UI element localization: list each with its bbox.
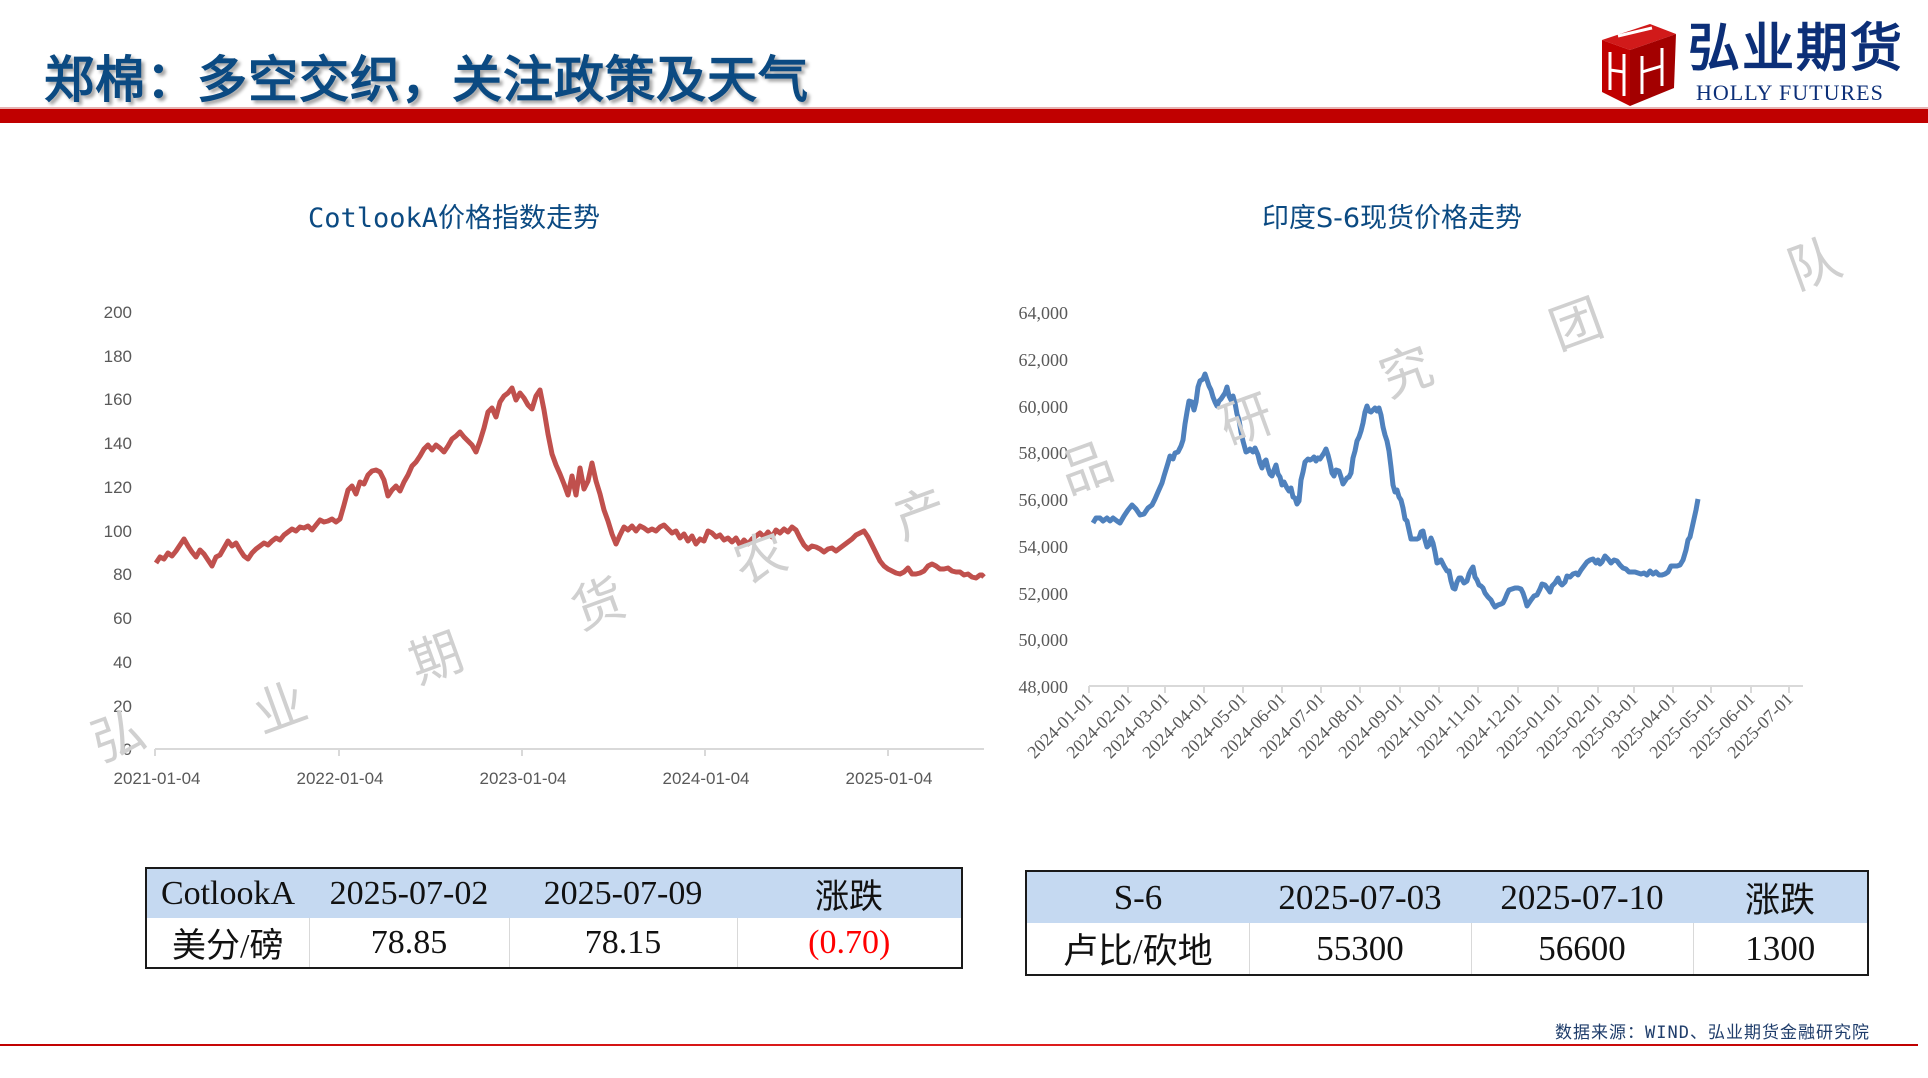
logo-cn-text: 弘业期货 [1688, 18, 1905, 79]
right-chart-title: 印度S-6现货价格走势 [1262, 203, 1523, 234]
table-cell: 卢比/砍地 [1062, 932, 1213, 971]
left-y-axis: 200 180 160 140 120 100 80 60 40 20 0 [104, 303, 132, 759]
y-tick-label: 40 [113, 653, 132, 672]
x-tick-label: 2024-01-04 [663, 769, 750, 788]
logo-en-text: HOLLY FUTURES [1696, 80, 1884, 105]
table-cell: 美分/磅 [172, 928, 284, 965]
cotlook-table: CotlookA 2025-07-02 2025-07-09 涨跌 美分/磅 7… [145, 867, 963, 969]
table-header-cell: 2025-07-10 [1471, 871, 1693, 923]
y-tick-label: 64,000 [1019, 303, 1069, 323]
svg-text:弘: 弘 [84, 700, 153, 774]
table-header-cell: 2025-07-03 [1249, 871, 1471, 923]
y-tick-label: 140 [104, 434, 132, 453]
y-tick-label: 160 [104, 390, 132, 409]
table-header-row: CotlookA 2025-07-02 2025-07-09 涨跌 [146, 868, 962, 918]
logo-cube-icon [1602, 24, 1676, 106]
right-y-axis: 64,000 62,000 60,000 58,000 56,000 54,00… [1019, 303, 1069, 697]
table-cell: 56600 [1470, 923, 1693, 975]
data-source-note: 数据来源：WIND、弘业期货金融研究院 [1555, 1023, 1870, 1043]
left-x-axis [154, 748, 984, 756]
watermark: 弘 业 期 货 农 产 品 研 究 团 队 [84, 228, 1849, 774]
y-tick-label: 80 [113, 565, 132, 584]
table-header-cell: 2025-07-02 [309, 868, 509, 918]
y-tick-label: 60,000 [1019, 397, 1069, 417]
svg-text:产: 产 [886, 478, 955, 552]
header-divider-thin [0, 107, 1928, 109]
y-tick-label: 62,000 [1019, 350, 1069, 370]
table-cell-change: (0.70) [736, 918, 962, 968]
x-tick-label: 2021-01-04 [114, 769, 201, 788]
svg-text:究: 究 [1372, 336, 1441, 410]
x-tick-label: 2022-01-04 [297, 769, 384, 788]
s6-table: S-6 2025-07-03 2025-07-10 涨跌 卢比/砍地 55300… [1025, 870, 1869, 976]
svg-text:货: 货 [564, 568, 633, 642]
table-cell: 78.15 [508, 918, 737, 968]
table-header-row: S-6 2025-07-03 2025-07-10 涨跌 [1026, 871, 1868, 923]
charts-canvas: 200 180 160 140 120 100 80 60 40 20 0 20… [84, 228, 1849, 788]
svg-text:队: 队 [1780, 228, 1849, 302]
y-tick-label: 200 [104, 303, 132, 322]
left-x-labels: 2021-01-04 2022-01-04 2023-01-04 2024-01… [114, 769, 933, 788]
y-tick-label: 58,000 [1019, 443, 1069, 463]
page-title: 郑棉：多空交织，关注政策及天气 [44, 51, 809, 109]
y-tick-label: 20 [113, 697, 132, 716]
y-tick-label: 56,000 [1019, 490, 1069, 510]
right-x-labels: 2024-01-01 2024-02-01 2024-03-01 2024-04… [1023, 689, 1797, 763]
table-header-cell: 涨跌 [737, 868, 962, 918]
company-logo: 弘业期货 HOLLY FUTURES [1590, 12, 1920, 107]
table-header-cell: CotlookA [146, 868, 309, 918]
table-header-cell: 涨跌 [1693, 871, 1868, 923]
footer-divider [0, 1044, 1918, 1046]
header-divider-bar [0, 109, 1928, 123]
y-tick-label: 60 [113, 609, 132, 628]
y-tick-label: 50,000 [1019, 630, 1069, 650]
s6-line [1090, 371, 1701, 610]
table-row: 美分/磅 78.85 78.15 (0.70) [146, 918, 962, 968]
table-cell: 55300 [1248, 923, 1471, 975]
svg-text:农: 农 [726, 522, 795, 596]
x-tick-label: 2023-01-04 [480, 769, 567, 788]
y-tick-label: 0 [123, 740, 132, 759]
y-tick-label: 180 [104, 347, 132, 366]
table-header-cell: 2025-07-09 [509, 868, 737, 918]
cotlook-line [153, 385, 986, 581]
svg-text:团: 团 [1542, 288, 1611, 362]
table-cell-change: 1300 [1692, 923, 1868, 975]
table-cell: 78.85 [308, 918, 509, 968]
x-tick-label: 2025-01-04 [846, 769, 933, 788]
svg-text:期: 期 [402, 622, 471, 696]
svg-text:业: 业 [246, 672, 315, 746]
y-tick-label: 52,000 [1019, 584, 1069, 604]
y-tick-label: 54,000 [1019, 537, 1069, 557]
left-chart-title: CotlookA价格指数走势 [308, 203, 601, 234]
table-row: 卢比/砍地 55300 56600 1300 [1026, 923, 1868, 975]
table-header-cell: S-6 [1026, 871, 1249, 923]
y-tick-label: 48,000 [1019, 677, 1069, 697]
y-tick-label: 100 [104, 522, 132, 541]
right-x-axis [1088, 685, 1803, 693]
y-tick-label: 120 [104, 478, 132, 497]
